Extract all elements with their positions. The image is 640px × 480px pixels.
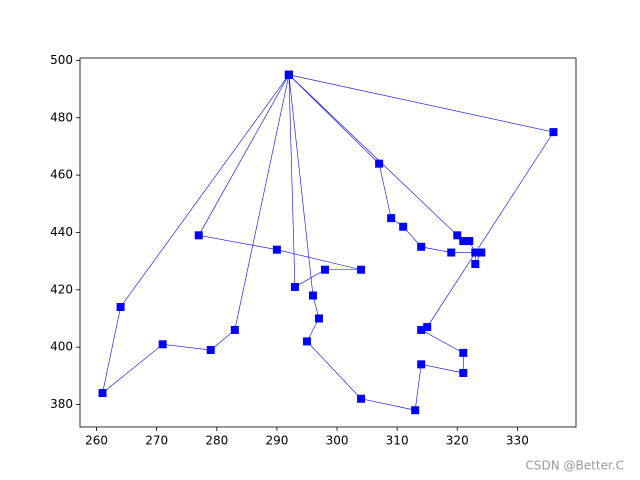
- marker: [459, 348, 468, 357]
- watermark: CSDN @Better.C: [526, 459, 624, 473]
- marker: [158, 340, 167, 349]
- y-tick-label: 380: [50, 397, 73, 411]
- marker: [471, 260, 480, 269]
- marker: [194, 231, 203, 240]
- marker: [284, 70, 293, 79]
- marker: [357, 394, 366, 403]
- marker: [549, 128, 558, 137]
- x-tick-label: 270: [145, 434, 168, 448]
- marker: [453, 231, 462, 240]
- x-tick-label: 290: [265, 434, 288, 448]
- marker: [272, 245, 281, 254]
- marker: [290, 282, 299, 291]
- x-tick-label: 320: [446, 434, 469, 448]
- marker: [320, 265, 329, 274]
- x-tick-label: 310: [386, 434, 409, 448]
- marker: [417, 325, 426, 334]
- marker: [399, 222, 408, 231]
- marker: [423, 323, 432, 332]
- y-tick-label: 500: [50, 53, 73, 67]
- marker: [459, 237, 468, 246]
- marker: [206, 346, 215, 355]
- x-tick-label: 300: [326, 434, 349, 448]
- marker: [459, 368, 468, 377]
- marker: [308, 291, 317, 300]
- marker: [314, 314, 323, 323]
- x-tick-label: 260: [85, 434, 108, 448]
- x-tick-label: 280: [205, 434, 228, 448]
- y-tick-label: 460: [50, 168, 73, 182]
- marker: [98, 389, 107, 398]
- marker: [116, 303, 125, 312]
- axes-frame: [79, 57, 577, 428]
- y-tick-label: 440: [50, 225, 73, 239]
- marker: [465, 237, 474, 246]
- y-tick-label: 400: [50, 340, 73, 354]
- marker: [411, 406, 420, 415]
- marker: [230, 325, 239, 334]
- marker: [302, 337, 311, 346]
- marker: [387, 214, 396, 223]
- marker: [417, 242, 426, 251]
- y-tick-label: 420: [50, 282, 73, 296]
- marker: [357, 265, 366, 274]
- marker: [447, 248, 456, 257]
- marker: [417, 360, 426, 369]
- x-tick-label: 330: [506, 434, 529, 448]
- marker: [477, 248, 486, 257]
- y-tick-label: 480: [50, 110, 73, 124]
- marker: [471, 248, 480, 257]
- marker: [375, 159, 384, 168]
